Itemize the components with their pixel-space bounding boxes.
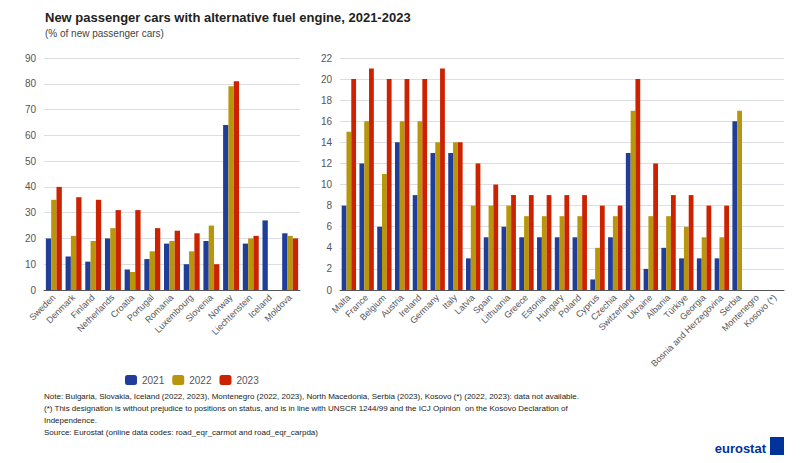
svg-text:Cyprus: Cyprus — [573, 292, 602, 320]
svg-text:Poland: Poland — [556, 292, 584, 320]
svg-text:Independence.: Independence. — [44, 416, 97, 425]
svg-text:Czechia: Czechia — [588, 292, 619, 323]
svg-text:0: 0 — [326, 285, 332, 296]
svg-text:18: 18 — [321, 95, 333, 106]
svg-text:Serbia: Serbia — [717, 292, 744, 318]
svg-text:Finland: Finland — [68, 292, 97, 321]
svg-text:Austria: Austria — [378, 292, 406, 320]
svg-text:Romania: Romania — [143, 292, 176, 325]
svg-text:10: 10 — [321, 179, 333, 190]
svg-text:Switzerland: Switzerland — [596, 292, 637, 333]
svg-text:50: 50 — [25, 156, 37, 167]
svg-text:10: 10 — [25, 259, 37, 270]
svg-text:Moldova: Moldova — [263, 292, 294, 323]
svg-text:Kosovo (*): Kosovo (*) — [742, 292, 779, 329]
svg-text:Source: Eurostat (online data: Source: Eurostat (online data codes: roa… — [44, 428, 318, 437]
svg-text:Portugal: Portugal — [125, 292, 156, 324]
svg-text:14: 14 — [321, 137, 333, 148]
svg-text:Slovenia: Slovenia — [183, 292, 215, 324]
svg-text:Georgia: Georgia — [677, 292, 708, 323]
svg-text:New passenger cars with altern: New passenger cars with alternative fuel… — [45, 10, 411, 25]
svg-text:70: 70 — [25, 104, 37, 115]
svg-text:12: 12 — [321, 158, 333, 169]
svg-text:80: 80 — [25, 78, 37, 89]
svg-text:22: 22 — [321, 53, 333, 64]
svg-text:France: France — [343, 292, 371, 320]
svg-text:Belgium: Belgium — [357, 292, 388, 323]
svg-text:2023: 2023 — [236, 375, 259, 386]
svg-text:40: 40 — [25, 181, 37, 192]
svg-text:Türkiye: Türkiye — [661, 292, 690, 321]
svg-text:Germany: Germany — [408, 292, 442, 326]
svg-text:Lithuania: Lithuania — [479, 292, 513, 326]
svg-text:Liechtenstein: Liechtenstein — [209, 292, 255, 337]
svg-text:(% of new passenger cars): (% of new passenger cars) — [45, 28, 164, 39]
svg-text:eurostat: eurostat — [715, 441, 767, 456]
svg-text:6: 6 — [326, 221, 332, 232]
svg-text:Italy: Italy — [440, 292, 459, 312]
svg-text:Note: Bulgaria, Slovakia, Icel: Note: Bulgaria, Slovakia, Iceland (2022,… — [44, 392, 579, 401]
svg-text:0: 0 — [30, 285, 36, 296]
svg-text:2022: 2022 — [189, 375, 212, 386]
svg-text:Bosnia and Herzegovina: Bosnia and Herzegovina — [649, 292, 725, 368]
svg-text:Albania: Albania — [643, 292, 673, 321]
svg-text:Latvia: Latvia — [453, 292, 477, 316]
svg-text:Montenegro: Montenegro — [719, 292, 761, 334]
svg-text:Estonia: Estonia — [519, 292, 548, 321]
svg-text:Malta: Malta — [329, 292, 353, 316]
svg-text:Hungary: Hungary — [534, 292, 566, 324]
svg-text:Spain: Spain — [471, 292, 495, 316]
svg-text:Ukraine: Ukraine — [625, 292, 655, 322]
svg-text:Ireland: Ireland — [397, 292, 424, 319]
svg-text:20: 20 — [321, 74, 333, 85]
svg-text:30: 30 — [25, 207, 37, 218]
svg-text:Greece: Greece — [502, 292, 530, 321]
svg-text:Luxembourg: Luxembourg — [152, 292, 196, 335]
svg-text:Norway: Norway — [206, 292, 235, 322]
svg-text:Croatia: Croatia — [108, 292, 137, 320]
svg-text:2021: 2021 — [142, 375, 165, 386]
svg-text:4: 4 — [326, 242, 332, 253]
svg-text:Sweden: Sweden — [27, 292, 58, 323]
svg-text:2: 2 — [326, 263, 332, 274]
svg-text:60: 60 — [25, 130, 37, 141]
svg-text:Iceland: Iceland — [246, 292, 274, 320]
svg-text:Netherlands: Netherlands — [75, 292, 117, 334]
svg-text:16: 16 — [321, 116, 333, 127]
svg-text:20: 20 — [25, 233, 37, 244]
svg-text:8: 8 — [326, 200, 332, 211]
svg-text:(*) This designation is withou: (*) This designation is without prejudic… — [44, 404, 568, 413]
svg-text:Denmark: Denmark — [44, 292, 78, 326]
svg-text:90: 90 — [25, 53, 37, 64]
